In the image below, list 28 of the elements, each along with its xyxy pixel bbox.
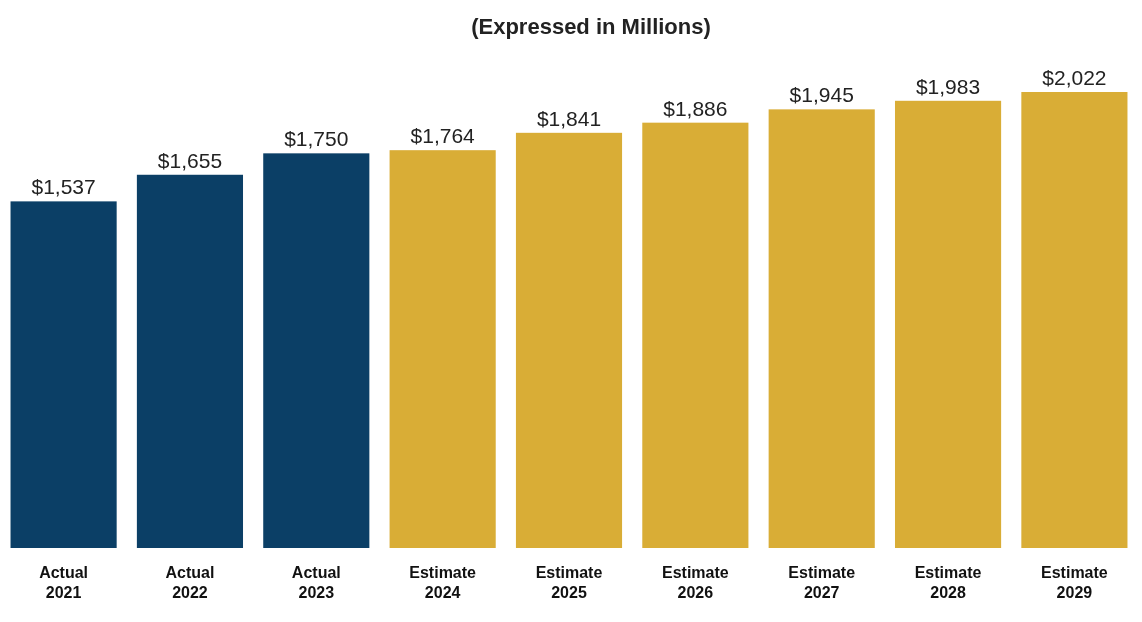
- data-label: $1,983: [915, 74, 981, 98]
- data-label: $1,655: [157, 148, 223, 172]
- x-tick-label: Actual 2022: [165, 564, 215, 601]
- bar: [515, 132, 623, 548]
- data-label: $1,841: [536, 106, 602, 130]
- bar: [389, 150, 496, 548]
- x-tick-label: Estimate 2027: [788, 564, 856, 601]
- data-label: $1,764: [410, 124, 476, 148]
- bar: [263, 153, 370, 548]
- chart-title: (Expressed in Millions): [471, 14, 711, 39]
- bar: [10, 201, 117, 548]
- x-tick-label: Actual 2023: [291, 564, 341, 601]
- x-tick-label: Estimate 2026: [662, 564, 729, 601]
- x-tick-label: Actual 2021: [39, 564, 89, 601]
- x-tick-label: Estimate 2024: [409, 564, 477, 601]
- x-tick-label: Estimate 2025: [535, 564, 603, 601]
- x-tick-label: Estimate 2029: [1041, 564, 1108, 601]
- bar: [1021, 92, 1128, 548]
- x-tick-label: Estimate 2028: [914, 564, 982, 601]
- data-label: $1,750: [284, 127, 349, 151]
- bar: [136, 174, 244, 548]
- data-label: $1,537: [31, 175, 96, 199]
- bar: [642, 122, 749, 548]
- bar: [894, 100, 1002, 548]
- bar: [768, 109, 875, 548]
- data-label: $1,945: [789, 83, 854, 107]
- data-label: $2,022: [1042, 66, 1107, 89]
- data-label: $1,886: [663, 96, 728, 120]
